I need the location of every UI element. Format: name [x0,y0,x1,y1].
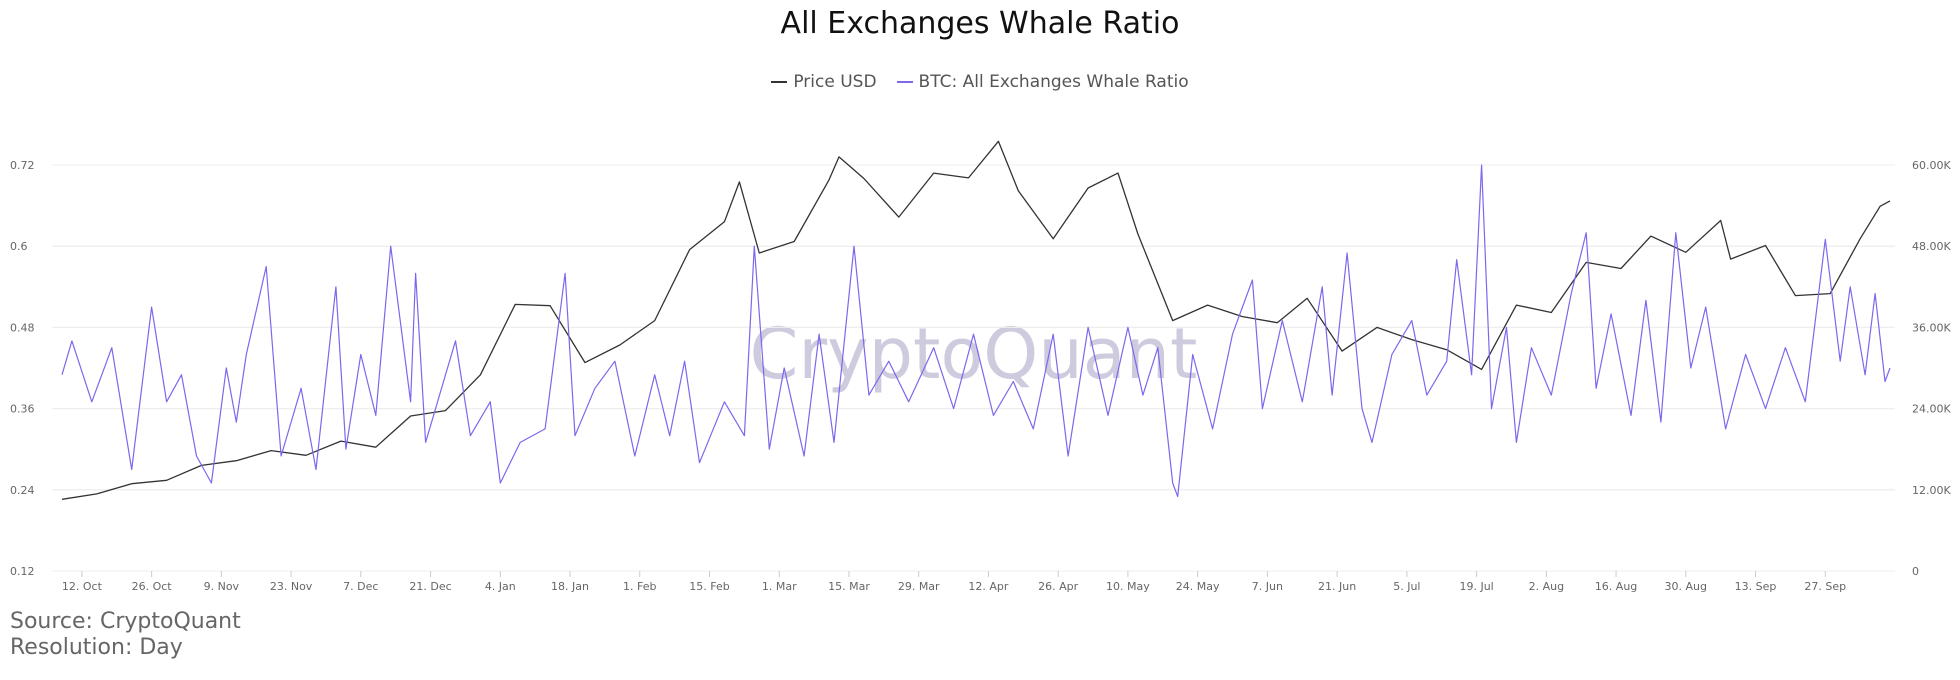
series-line-price [61,140,1891,500]
x-tick-label: 7. Jun [1252,580,1283,593]
y-left-tick-label: 0.72 [10,159,35,172]
x-tick-label: 27. Sep [1804,580,1846,593]
x-tick-label: 26. Oct [132,580,173,593]
x-tick-label: 15. Feb [689,580,729,593]
y-right-tick-label: 0 [1912,565,1919,578]
x-tick-label: 1. Mar [762,580,797,593]
x-tick-label: 15. Mar [828,580,870,593]
x-tick-label: 7. Dec [343,580,378,593]
source-text: Source: CryptoQuant [10,609,241,634]
legend-swatch-whale-ratio [896,81,913,83]
x-tick-label: 12. Oct [62,580,103,593]
y-left-tick-label: 0.6 [10,240,28,253]
x-tick-label: 16. Aug [1595,580,1637,593]
x-tick-label: 30. Aug [1665,580,1707,593]
x-tick-label: 26. Apr [1038,580,1078,593]
chart-plot-area: CryptoQuant 0.12 0.24 0.36 0.48 0.6 0.72 0 12.00… [10,140,1951,593]
y-right-tick-label: 60.00K [1912,159,1951,172]
x-tick-label: 4. Jan [485,580,516,593]
legend: Price USD BTC: All Exchanges Whale Ratio [0,72,1960,92]
y-right-tick-label: 36.00K [1912,321,1951,334]
x-tick-label: 12. Apr [968,580,1008,593]
x-tick-label: 18. Jan [551,580,589,593]
y-left-tick-label: 0.12 [10,565,35,578]
x-tick-label: 5. Jul [1393,580,1420,593]
x-tick-label: 13. Sep [1735,580,1777,593]
x-tick-label: 23. Nov [270,580,313,593]
y-left-tick-label: 0.24 [10,484,35,497]
x-tick-label: 2. Aug [1529,580,1564,593]
x-tick-label: 10. May [1106,580,1150,593]
x-tick-label: 21. Dec [409,580,451,593]
x-tick-label: 1. Feb [623,580,656,593]
x-tick-label: 29. Mar [898,580,940,593]
legend-item-whale-ratio[interactable]: BTC: All Exchanges Whale Ratio [896,72,1189,92]
y-right-tick-label: 48.00K [1912,240,1951,253]
y-left-tick-label: 0.36 [10,403,35,416]
legend-label-price: Price USD [793,72,877,92]
legend-label-whale-ratio: BTC: All Exchanges Whale Ratio [918,72,1189,92]
x-tick-label: 9. Nov [204,580,240,593]
x-tick-label: 24. May [1176,580,1220,593]
resolution-text: Resolution: Day [10,635,183,660]
legend-swatch-price [771,81,788,83]
legend-item-price[interactable]: Price USD [771,72,877,92]
y-right-tick-label: 24.00K [1912,403,1951,416]
watermark-text: CryptoQuant [750,313,1198,395]
y-left-tick-label: 0.48 [10,321,35,334]
series-line-whale-ratio [61,164,1891,498]
source-caption: Source: CryptoQuant Resolution: Day [10,609,241,661]
chart-title: All Exchanges Whale Ratio [780,6,1180,41]
x-tick-label: 21. Jun [1318,580,1356,593]
x-tick-label: 19. Jul [1459,580,1493,593]
y-right-tick-label: 12.00K [1912,484,1951,497]
